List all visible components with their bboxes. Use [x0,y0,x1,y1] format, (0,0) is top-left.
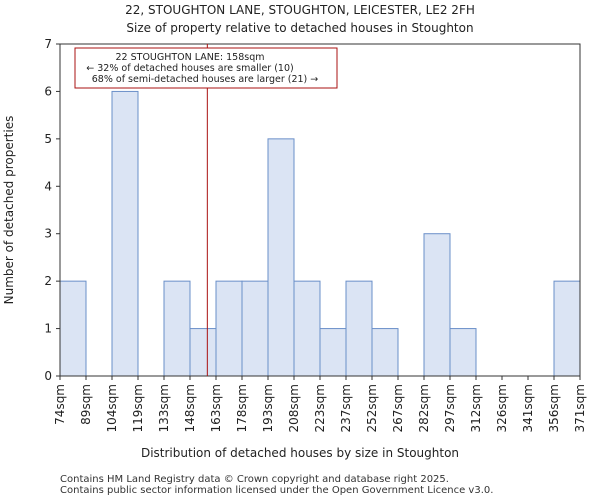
y-tick-label: 7 [44,37,52,51]
y-tick-label: 3 [44,227,52,241]
y-axis-label: Number of detached properties [2,116,16,305]
chart-subtitle: Size of property relative to detached ho… [126,21,473,35]
x-tick-label-356sqm: 356sqm [547,384,561,432]
x-tick-label-163sqm: 163sqm [209,384,223,432]
x-tick-label-282sqm: 282sqm [417,384,431,432]
footer-line-2: Contains public sector information licen… [60,485,494,496]
bar-356sqm [553,280,581,377]
x-axis-label: Distribution of detached houses by size … [141,446,459,460]
x-tick-label-178sqm: 178sqm [235,384,249,432]
y-tick-label: 2 [44,274,52,288]
annotation-line-2: ← 32% of detached houses are smaller (10… [86,63,293,74]
bar-163sqm [215,280,243,377]
bar-282sqm [423,233,451,377]
footer-line-1: Contains HM Land Registry data © Crown c… [60,474,449,485]
x-tick-label-341sqm: 341sqm [521,384,535,432]
x-tick-label-371sqm: 371sqm [573,384,587,432]
bar-193sqm [267,138,295,377]
bar-178sqm [241,280,269,377]
bars-group [59,90,581,377]
y-tick-label: 0 [44,369,52,383]
x-tick-label-119sqm: 119sqm [131,384,145,432]
x-tick-label-237sqm: 237sqm [339,384,353,432]
bar-74sqm [59,280,87,377]
bar-208sqm [293,280,321,377]
y-axis-ticks: 0 1 2 3 4 5 6 7 [44,37,60,383]
y-tick-label: 1 [44,322,52,336]
x-axis-ticks: 74sqm 89sqm 104sqm 119sqm 133sqm 148sqm 163sqm… [53,376,587,432]
annotation-line-1: 22 STOUGHTON LANE: 158sqm [116,52,265,63]
annotation-line-3: 68% of semi-detached houses are larger (… [92,74,319,85]
x-tick-label-312sqm: 312sqm [469,384,483,432]
bar-237sqm [345,280,373,377]
bar-104sqm [111,90,139,377]
plot-frame [59,43,581,377]
x-tick-label-252sqm: 252sqm [365,384,379,432]
x-tick-label-297sqm: 297sqm [443,384,457,432]
bar-148sqm [189,328,217,377]
x-tick-label-89sqm: 89sqm [79,384,93,425]
x-tick-label-193sqm: 193sqm [261,384,275,432]
chart-title: 22, STOUGHTON LANE, STOUGHTON, LEICESTER… [125,3,475,17]
x-tick-label-74sqm: 74sqm [53,384,67,425]
y-tick-label: 5 [44,132,52,146]
x-tick-label-208sqm: 208sqm [287,384,301,432]
y-tick-label: 4 [44,179,52,193]
bar-297sqm [449,328,477,377]
x-tick-label-326sqm: 326sqm [495,384,509,432]
x-tick-label-223sqm: 223sqm [313,384,327,432]
bar-133sqm [163,280,191,377]
x-tick-label-148sqm: 148sqm [183,384,197,432]
x-tick-label-267sqm: 267sqm [391,384,405,432]
annotation-box: 22 STOUGHTON LANE: 158sqm ← 32% of detac… [74,47,338,89]
bar-223sqm [319,328,347,377]
y-tick-label: 6 [44,84,52,98]
x-tick-label-133sqm: 133sqm [157,384,171,432]
x-tick-label-104sqm: 104sqm [105,384,119,432]
bar-252sqm [371,328,399,377]
